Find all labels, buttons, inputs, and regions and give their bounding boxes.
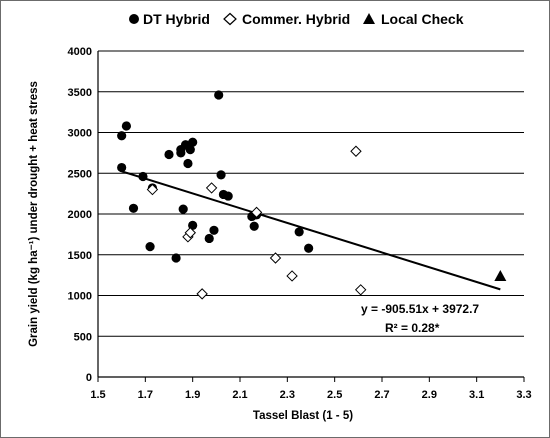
legend-marker-dt-hybrid bbox=[129, 14, 139, 24]
legend-label-commer-hybrid: Commer. Hybrid bbox=[242, 11, 350, 27]
point-commer-hybrid bbox=[184, 227, 197, 239]
point-dt-hybrid bbox=[183, 158, 193, 169]
point-dt-hybrid bbox=[138, 171, 148, 182]
x-tick-label: 2.1 bbox=[232, 389, 247, 401]
x-tick-label: 2.5 bbox=[327, 389, 342, 401]
point-dt-hybrid bbox=[223, 191, 233, 201]
y-tick-label: 3500 bbox=[68, 87, 92, 99]
x-axis-ticks: 1.5 1.7 1.9 2.1 2.3 2.5 2.7 2.9 3.1 3.3 bbox=[90, 377, 532, 401]
point-commer-hybrid bbox=[354, 284, 367, 296]
point-dt-hybrid bbox=[214, 90, 224, 100]
point-dt-hybrid bbox=[304, 243, 314, 253]
point-dt-hybrid bbox=[204, 233, 214, 244]
trendline-equation: y = -905.51x + 3972.7 bbox=[361, 302, 479, 316]
point-dt-hybrid bbox=[178, 204, 188, 214]
point-dt-hybrid bbox=[145, 242, 155, 252]
x-tick-label: 3.1 bbox=[469, 389, 484, 401]
trendline bbox=[121, 170, 501, 291]
y-tick-label: 0 bbox=[86, 372, 92, 384]
axes bbox=[97, 51, 524, 378]
point-commer-hybrid bbox=[350, 145, 362, 157]
legend-label-dt-hybrid: DT Hybrid bbox=[143, 11, 210, 27]
x-tick-label: 2.7 bbox=[374, 389, 389, 401]
point-dt-hybrid bbox=[176, 148, 186, 158]
y-tick-label: 1000 bbox=[68, 291, 92, 303]
point-dt-hybrid bbox=[185, 145, 195, 155]
legend: DT Hybrid Commer. Hybrid Local Check bbox=[129, 11, 464, 27]
legend-label-local-check: Local Check bbox=[381, 11, 464, 27]
x-tick-label: 1.7 bbox=[138, 389, 153, 401]
y-tick-label: 2500 bbox=[68, 168, 92, 180]
y-axis-ticks: 0 500 1000 1500 2000 2500 3000 3500 4000 bbox=[68, 46, 92, 384]
point-dt-hybrid bbox=[188, 137, 198, 147]
point-dt-hybrid bbox=[249, 221, 259, 231]
r-squared-label: R² = 0.28* bbox=[385, 321, 440, 335]
point-dt-hybrid bbox=[209, 225, 219, 235]
legend-marker-local-check bbox=[363, 13, 375, 24]
point-dt-hybrid bbox=[216, 170, 226, 180]
y-tick-label: 500 bbox=[74, 331, 92, 343]
legend-marker-commer-hybrid bbox=[223, 12, 237, 26]
point-commer-hybrid bbox=[196, 288, 208, 300]
point-commer-hybrid bbox=[269, 252, 282, 264]
x-tick-label: 1.5 bbox=[90, 389, 105, 401]
x-tick-label: 2.9 bbox=[422, 389, 437, 401]
point-commer-hybrid bbox=[146, 183, 159, 196]
point-commer-hybrid bbox=[205, 182, 218, 194]
point-dt-hybrid bbox=[171, 253, 181, 263]
x-axis-title: Tassel Blast (1 - 5) bbox=[253, 410, 353, 422]
point-local-check bbox=[494, 269, 507, 281]
y-tick-label: 2000 bbox=[68, 209, 92, 221]
point-commer-hybrid bbox=[286, 270, 298, 282]
y-axis-title: Grain yield (kg ha⁻¹) under drought + he… bbox=[28, 81, 40, 347]
point-dt-hybrid bbox=[128, 203, 139, 213]
x-tick-label: 2.3 bbox=[280, 389, 295, 401]
gridlines bbox=[98, 50, 524, 337]
point-dt-hybrid bbox=[117, 131, 127, 141]
data-points bbox=[117, 90, 507, 300]
x-tick-label: 3.3 bbox=[516, 389, 531, 401]
trendline-group bbox=[121, 170, 501, 291]
point-dt-hybrid bbox=[117, 162, 127, 173]
point-dt-hybrid bbox=[294, 227, 304, 237]
point-dt-hybrid bbox=[121, 121, 131, 131]
y-tick-label: 1500 bbox=[68, 250, 92, 262]
point-dt-hybrid bbox=[164, 149, 174, 160]
point-commer-hybrid bbox=[250, 206, 263, 219]
y-tick-label: 3000 bbox=[68, 128, 92, 140]
y-tick-label: 4000 bbox=[68, 46, 92, 58]
x-tick-label: 1.9 bbox=[185, 389, 200, 401]
